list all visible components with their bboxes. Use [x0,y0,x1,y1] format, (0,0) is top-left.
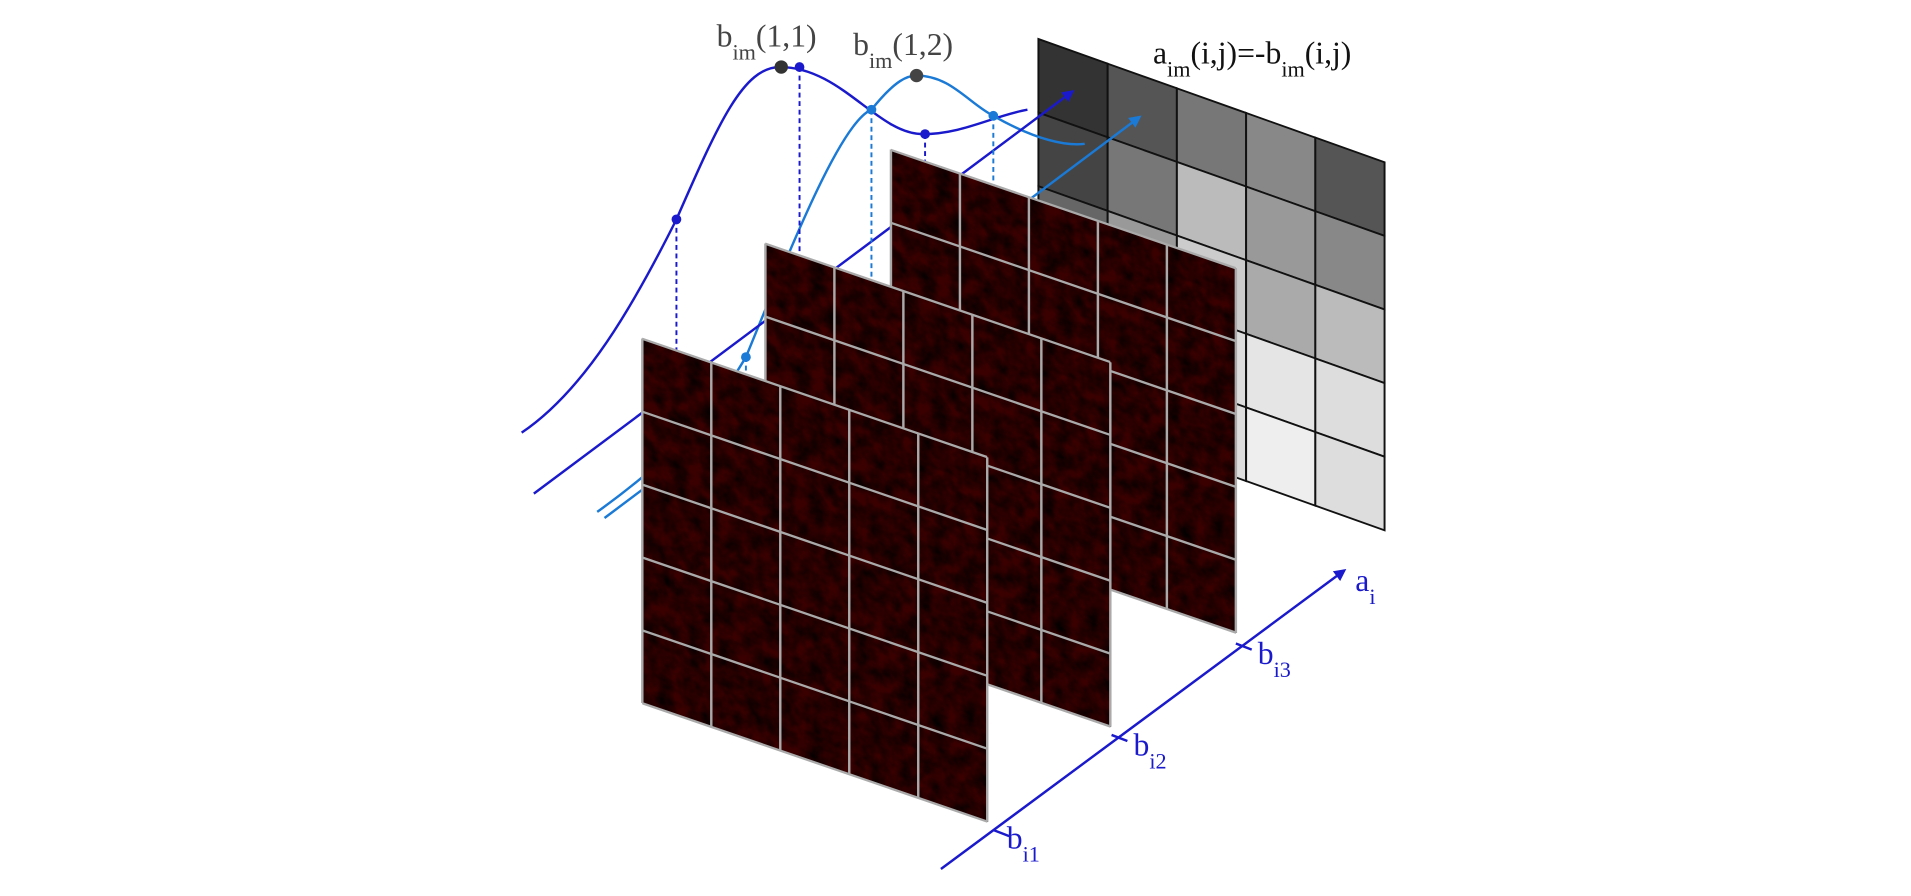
label-part: i2 [1149,748,1166,773]
points [671,60,999,362]
image-stack [641,148,1238,823]
label-part: im [869,47,892,72]
panel-grid [765,315,1111,437]
label-part: i1 [1023,841,1040,866]
curve-dark [520,65,1028,434]
panel-grid [642,556,988,678]
label-part: im [1167,56,1190,81]
label-part: i3 [1274,657,1291,682]
label-part: a [1355,563,1369,598]
axis [940,568,1347,870]
label-part: b [853,27,869,62]
label: bi2 [1133,728,1166,774]
panel-grid [642,483,988,605]
panel-grid [642,337,988,459]
panel-grid [642,629,988,750]
label-part: im [1281,56,1304,81]
label-part: b [717,18,733,53]
axis-ticks [992,642,1253,838]
label: ai [1355,563,1375,609]
label: bim(1,1) [717,18,817,63]
label-part: a [1153,35,1167,70]
label-part: (1,2) [892,27,953,62]
label: bi3 [1258,636,1291,682]
panel-texture [642,338,988,822]
panel-grid [642,410,988,532]
panel-grid [890,148,1236,270]
label-part: b [1007,820,1023,855]
image-panel [641,337,989,823]
label-part: (i,j)=-b [1190,35,1281,70]
label: bim(1,2) [853,27,953,73]
panel-grid [765,242,1111,364]
label-part: b [1133,728,1149,763]
label-part: i [1369,584,1375,609]
label-part: im [732,39,755,64]
label-part: (1,1) [756,18,817,53]
label: aim(i,j)=-bim(i,j) [1153,35,1351,81]
scene: bim(1,1) bim(1,2) aim(i,j)=-bim(i,j)aibi1b… [520,18,1386,870]
label: bi1 [1007,820,1040,866]
panel-grid [642,702,988,823]
grid-cell [1314,430,1386,532]
panel-grid [890,221,1236,343]
label-part: (i,j) [1305,35,1352,70]
label-part: b [1258,636,1274,671]
